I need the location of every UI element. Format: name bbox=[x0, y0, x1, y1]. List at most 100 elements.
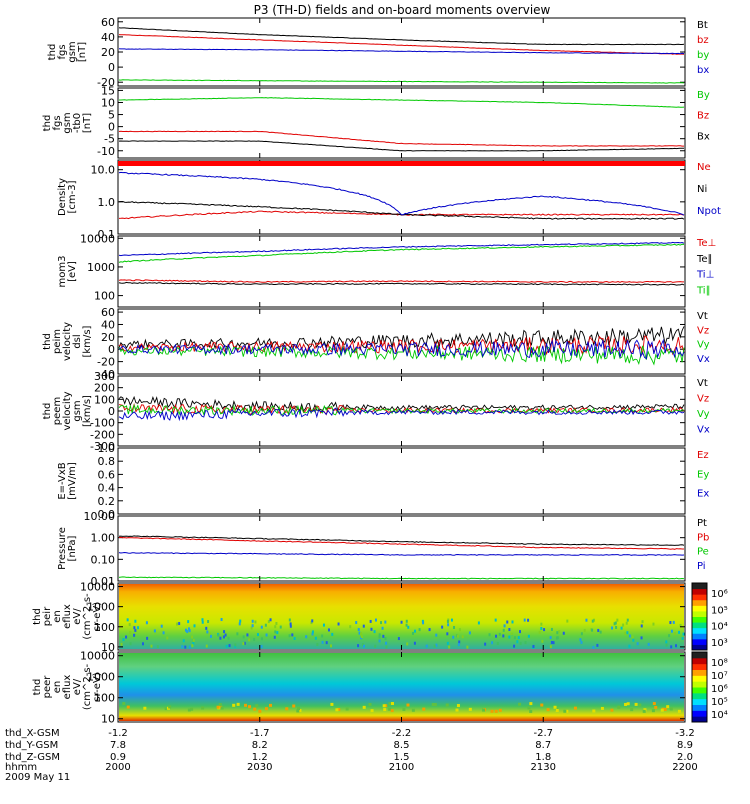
spectrogram-pixel bbox=[640, 624, 643, 628]
spectrogram-pixel bbox=[265, 633, 268, 637]
spectrogram-pixel bbox=[331, 632, 334, 636]
spectrogram-pixel bbox=[585, 618, 588, 622]
spectrogram-pixel bbox=[406, 703, 410, 707]
spectrogram-pixel bbox=[540, 703, 544, 707]
spectrogram-pixel bbox=[556, 631, 559, 635]
spectrogram-pixel bbox=[360, 634, 363, 638]
spectrogram-pixel bbox=[133, 626, 136, 630]
spectrogram-pixel bbox=[187, 620, 190, 624]
spectrogram-pixel bbox=[314, 636, 317, 640]
y-axis-label: thd bbox=[42, 403, 53, 420]
legend-label: Vt bbox=[697, 311, 708, 322]
spectrogram-pixel bbox=[516, 640, 519, 644]
spectrogram-pixel bbox=[357, 628, 360, 632]
y-tick-label: 0.8 bbox=[98, 455, 116, 468]
y-axis-label: en bbox=[52, 681, 63, 694]
spectrogram-pixel bbox=[236, 702, 240, 706]
spectrogram-pixel bbox=[349, 625, 352, 629]
spectrogram-pixel bbox=[400, 620, 403, 624]
legend-label: Ez bbox=[697, 450, 709, 461]
spectrogram-pixel bbox=[549, 645, 552, 649]
colorbar-frame bbox=[691, 582, 708, 651]
y-axis-label: peir bbox=[42, 606, 53, 626]
spectrogram-pixel bbox=[482, 708, 486, 712]
spectrogram-pixel bbox=[251, 619, 254, 623]
spectrogram-pixel bbox=[550, 627, 553, 631]
colorbar-tick-label: 10⁶ bbox=[711, 589, 728, 600]
series-line-bx bbox=[118, 48, 685, 55]
spectrogram-pixel bbox=[357, 644, 360, 648]
y-axis-label: velocity bbox=[62, 391, 73, 430]
spectrogram-pixel bbox=[248, 638, 251, 642]
spectrogram-pixel bbox=[264, 707, 268, 711]
spectrogram-pixel bbox=[630, 708, 634, 712]
spectrogram-pixel bbox=[622, 623, 625, 627]
spectrogram-pixel bbox=[552, 641, 555, 645]
spectrogram-pixel bbox=[134, 619, 137, 623]
colorbar-segment bbox=[692, 594, 707, 601]
y-axis-label: [km/s] bbox=[82, 395, 93, 427]
y-tick-label: -20 bbox=[97, 356, 115, 369]
spectrogram-pixel bbox=[224, 633, 227, 637]
spectrogram-pixel bbox=[134, 628, 137, 632]
spectrogram-pixel bbox=[518, 702, 522, 706]
spectrogram-pixel bbox=[345, 707, 349, 711]
legend-label: Pt bbox=[697, 518, 707, 529]
spectrogram-pixel bbox=[583, 628, 586, 632]
colorbar-segment bbox=[692, 704, 707, 711]
spectrogram-pixel bbox=[593, 618, 596, 622]
legend-label: Bx bbox=[697, 131, 710, 142]
spectrogram-pixel bbox=[254, 620, 257, 624]
spectrogram-pixel bbox=[321, 634, 324, 638]
spectrogram-pixel bbox=[207, 620, 210, 624]
legend-label: Vz bbox=[697, 394, 709, 405]
spectrogram-pixel bbox=[555, 708, 559, 712]
spectrogram-pixel bbox=[248, 705, 252, 709]
spectrogram-pixel bbox=[337, 622, 340, 626]
spectrogram-pixel bbox=[337, 708, 341, 712]
spectrogram-pixel bbox=[643, 708, 647, 712]
spectrogram-pixel bbox=[503, 624, 506, 628]
spectrogram-pixel bbox=[209, 634, 212, 638]
legend-label: By bbox=[697, 90, 710, 101]
spectrogram-pixel bbox=[250, 626, 253, 630]
spectrogram-pixel bbox=[402, 707, 406, 711]
y-tick-label: 60 bbox=[101, 306, 115, 319]
footer-value: -1.7 bbox=[250, 728, 270, 739]
spectrogram-pixel bbox=[502, 634, 505, 638]
spectrogram-pixel bbox=[279, 625, 282, 629]
spectrogram-pixel bbox=[362, 624, 365, 628]
spectrogram-pixel bbox=[311, 630, 314, 634]
y-tick-label: 10.0 bbox=[91, 164, 116, 177]
spectrogram-pixel bbox=[592, 709, 596, 713]
spectrogram-pixel bbox=[205, 626, 208, 630]
spectrogram-pixel bbox=[133, 633, 136, 637]
spectrogram-pixel bbox=[289, 624, 292, 628]
y-tick-label: 0.01 bbox=[91, 575, 116, 588]
spectrogram-pixel bbox=[260, 625, 263, 629]
spectrogram-pixel bbox=[591, 619, 594, 623]
footer-value: 8.5 bbox=[394, 740, 410, 751]
spectrogram-pixel bbox=[529, 709, 533, 713]
legend-label: Bz bbox=[697, 111, 709, 122]
spectrogram-pixel bbox=[330, 644, 333, 648]
spectrogram-pixel bbox=[553, 705, 557, 709]
colorbar-segment bbox=[692, 669, 707, 676]
spectrogram-pixel bbox=[275, 621, 278, 625]
spectrogram-pixel bbox=[631, 635, 634, 639]
spectrogram-pixel bbox=[673, 632, 676, 636]
colorbar-segment bbox=[692, 710, 707, 717]
colorbar-segment bbox=[692, 638, 707, 645]
spectrogram-pixel bbox=[267, 620, 270, 624]
y-tick-label: 100 bbox=[94, 621, 115, 634]
spectrogram-pixel bbox=[407, 625, 410, 629]
spectrogram-pixel bbox=[466, 645, 469, 649]
spectrogram-pixel bbox=[285, 707, 289, 711]
y-axis-label: [nT] bbox=[77, 42, 88, 62]
legend-label: Pb bbox=[697, 532, 709, 543]
spectrogram-pixel bbox=[681, 636, 684, 640]
footer-value: 8.7 bbox=[535, 740, 551, 751]
spectrogram-pixel bbox=[555, 636, 558, 640]
spectrogram-pixel bbox=[418, 628, 421, 632]
spectrogram-pixel bbox=[458, 628, 461, 632]
